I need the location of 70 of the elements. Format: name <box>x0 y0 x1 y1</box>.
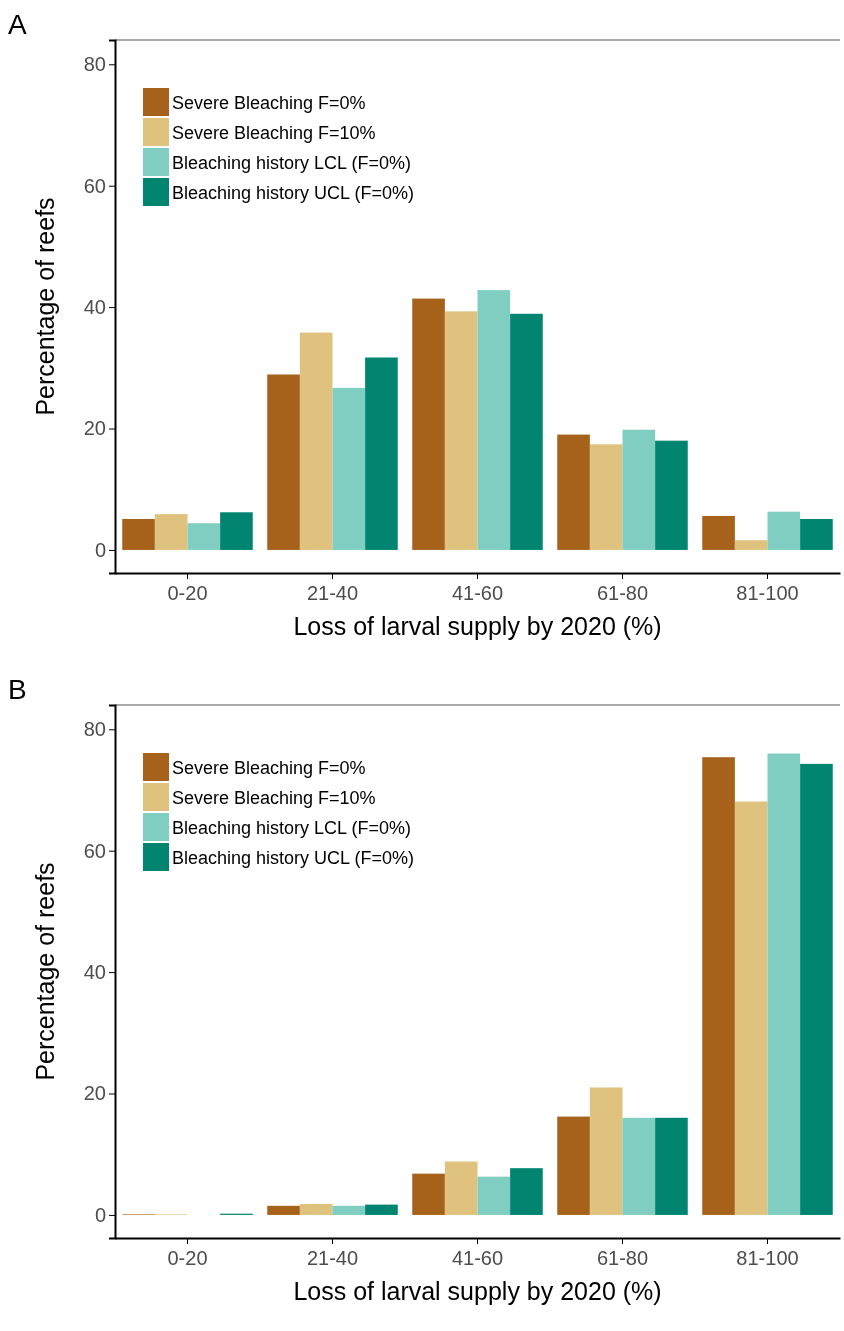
bar <box>122 518 155 550</box>
x-tick-label: 21-40 <box>306 582 359 604</box>
y-axis-title: Percentage of reefs <box>31 862 59 1081</box>
y-tick-label: 60 <box>83 839 106 862</box>
bar <box>365 357 398 550</box>
bar <box>589 444 623 550</box>
bar <box>299 332 333 550</box>
bar <box>767 753 801 1215</box>
bar <box>622 1117 656 1215</box>
x-tick-label: 61-80 <box>596 582 649 604</box>
chart-title: A <box>8 9 27 40</box>
bar <box>800 763 833 1215</box>
legend-label: Bleaching history LCL (F=0%) <box>172 153 411 173</box>
bar <box>267 374 300 550</box>
x-tick-label: 0-20 <box>167 1247 208 1269</box>
bar <box>412 298 445 550</box>
y-tick-label: 0 <box>94 1203 106 1226</box>
bar <box>557 434 590 550</box>
y-tick-label: 80 <box>83 53 106 76</box>
y-tick-label: 40 <box>83 961 106 984</box>
bar <box>332 1205 366 1215</box>
bar <box>557 1116 590 1215</box>
bar <box>702 515 735 550</box>
bar <box>220 512 253 550</box>
y-axis-title: Percentage of reefs <box>31 197 59 416</box>
bar <box>589 1087 623 1215</box>
x-tick-label: 81-100 <box>736 1247 799 1269</box>
bar <box>655 1117 688 1215</box>
bar <box>332 387 366 550</box>
bar <box>365 1204 398 1215</box>
y-tick-label: 80 <box>83 718 106 741</box>
x-tick-label: 0-20 <box>167 582 208 604</box>
legend-label: Bleaching history UCL (F=0%) <box>172 183 414 203</box>
legend-label: Severe Bleaching F=10% <box>172 123 376 143</box>
y-tick-label: 20 <box>83 1082 106 1105</box>
x-tick-label: 41-60 <box>451 582 504 604</box>
chart-title: B <box>8 674 27 705</box>
bar <box>444 311 478 550</box>
bar <box>800 518 833 550</box>
bar <box>477 1176 511 1215</box>
bar <box>655 440 688 550</box>
bar <box>444 1161 478 1215</box>
bar <box>299 1204 333 1215</box>
bar <box>734 540 768 550</box>
y-tick-label: 0 <box>94 538 106 561</box>
bar <box>702 757 735 1215</box>
x-axis-title: Loss of larval supply by 2020 (%) <box>293 1277 662 1305</box>
y-tick-label: 60 <box>83 174 106 197</box>
x-tick-label: 21-40 <box>306 1247 359 1269</box>
bar <box>767 511 801 550</box>
x-tick-label: 41-60 <box>451 1247 504 1269</box>
x-tick-label: 81-100 <box>736 582 799 604</box>
bar <box>267 1205 300 1215</box>
bar <box>412 1173 445 1215</box>
legend-label: Severe Bleaching F=0% <box>172 93 366 113</box>
legend-label: Severe Bleaching F=10% <box>172 788 376 808</box>
x-tick-label: 61-80 <box>596 1247 649 1269</box>
x-axis-title: Loss of larval supply by 2020 (%) <box>293 612 662 640</box>
y-tick-label: 40 <box>83 296 106 319</box>
legend-label: Bleaching history UCL (F=0%) <box>172 848 414 868</box>
bar <box>154 514 188 550</box>
legend-label: Severe Bleaching F=0% <box>172 758 366 778</box>
bar <box>622 429 656 550</box>
legend-label: Bleaching history LCL (F=0%) <box>172 818 411 838</box>
bar <box>734 801 768 1215</box>
bar <box>477 290 511 550</box>
y-tick-label: 20 <box>83 417 106 440</box>
bar <box>510 313 543 550</box>
bar <box>510 1168 543 1215</box>
bar <box>187 523 221 550</box>
